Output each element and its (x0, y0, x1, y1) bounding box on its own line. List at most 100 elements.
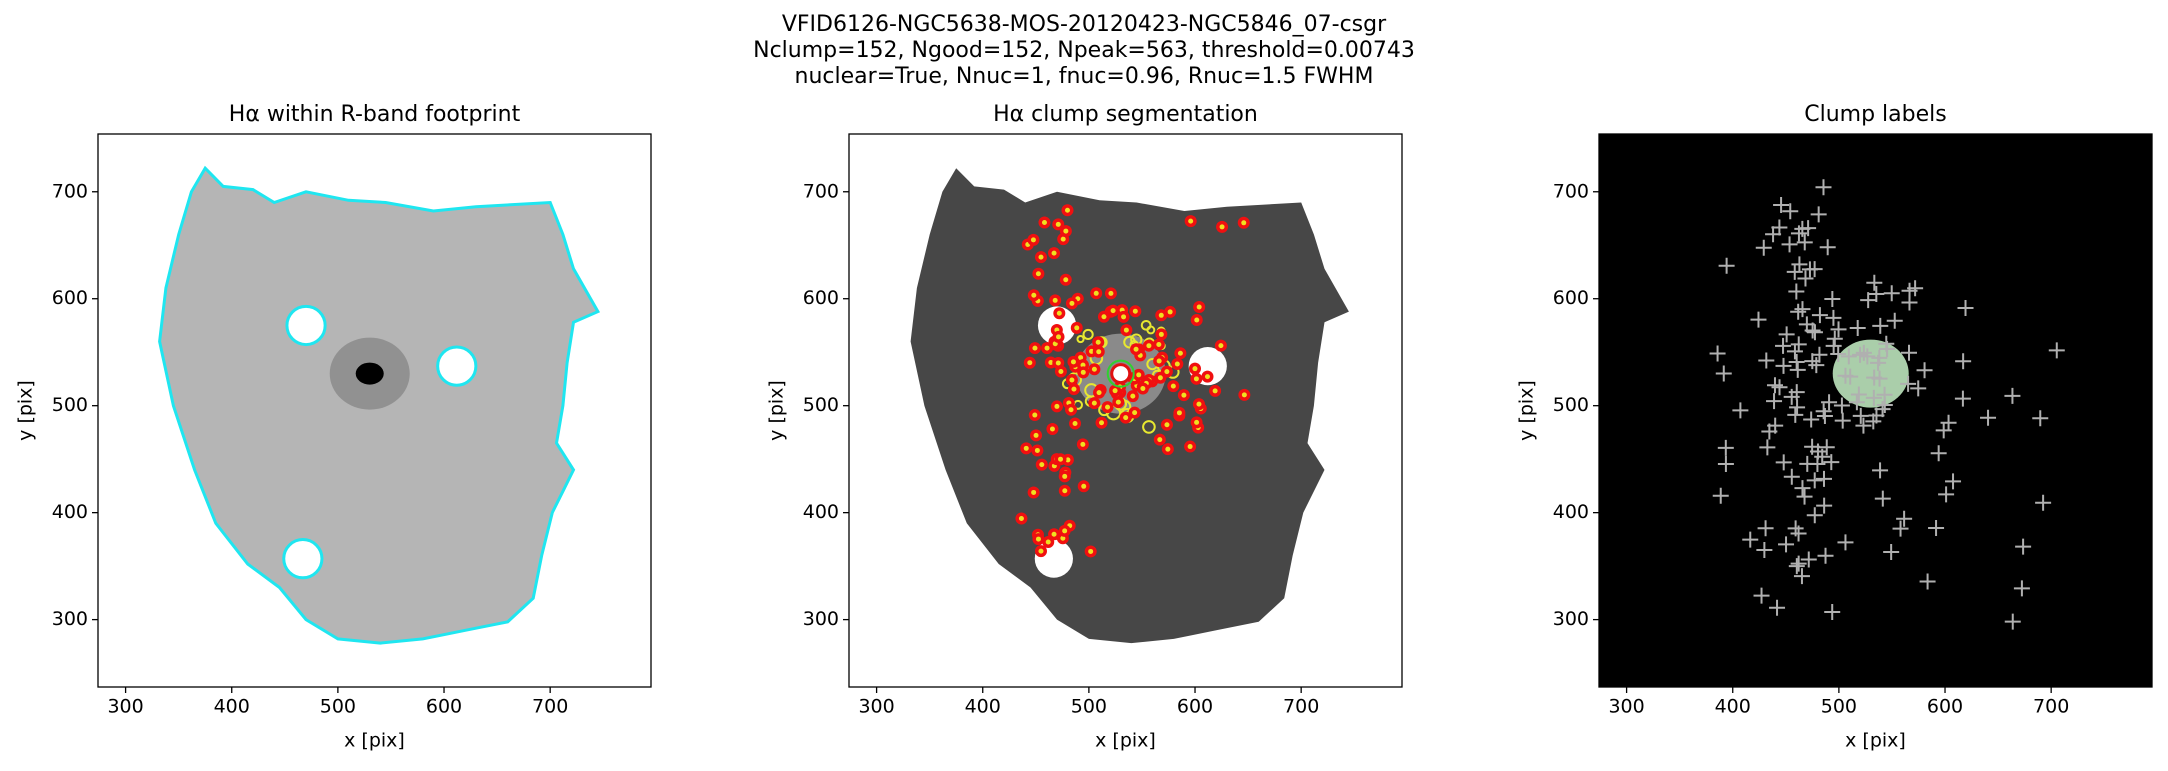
clump-peak (1038, 254, 1044, 260)
clump-marker (1788, 353, 1805, 370)
clump-peak (1095, 339, 1101, 345)
clump-marker (1872, 317, 1889, 334)
clump-marker (1852, 407, 1869, 424)
clump-peak (1108, 290, 1114, 296)
clump-marker (1821, 394, 1838, 411)
clump-marker (1809, 443, 1826, 460)
clump-marker (1816, 497, 1833, 514)
clump-peak (1033, 432, 1039, 438)
clump-marker (1789, 399, 1806, 416)
clump-peak (1146, 343, 1152, 349)
clump-peak (1196, 304, 1202, 310)
panel: 300 400 500 600 700 300 400 500 600 700 Clump labe… (1516, 102, 2153, 752)
clump-peak (1049, 426, 1055, 432)
clump-peak (1219, 224, 1225, 230)
clump-marker (1775, 337, 1792, 354)
clump-peak (1058, 369, 1064, 375)
clump-peak (1038, 548, 1044, 554)
clump-marker (1815, 179, 1832, 196)
chart-title: Hα clump segmentation (993, 102, 1258, 127)
clump-peak (1156, 358, 1162, 364)
clump-marker (1874, 401, 1891, 418)
image-area (910, 168, 1349, 644)
image-area (1599, 134, 2152, 687)
clump-peak (1164, 369, 1170, 375)
clump-marker (1865, 413, 1882, 430)
clump-marker (1800, 220, 1817, 237)
y-tick-label: 700 (52, 180, 88, 202)
clump-marker (1797, 270, 1814, 287)
clump-peak (1018, 515, 1024, 521)
clump-peak (1170, 383, 1176, 389)
contour (1123, 335, 1136, 349)
clump-marker (1709, 345, 1726, 362)
clump-peak (1080, 441, 1086, 447)
clump-marker (1773, 196, 1790, 213)
x-tick-label: 400 (965, 696, 1001, 718)
clump-marker (1759, 439, 1776, 456)
image-area (158, 165, 601, 645)
clump-peak (1140, 386, 1146, 392)
clump-peak (1069, 377, 1075, 383)
clump-peak (1080, 369, 1086, 375)
y-tick-label: 600 (803, 287, 839, 309)
clump-marker (1837, 367, 1854, 384)
clump-marker (1849, 319, 1866, 336)
clump-marker (1833, 397, 1850, 414)
y-tick-label: 600 (1553, 287, 1589, 309)
clump-peak (1032, 412, 1038, 418)
clump-marker (1806, 472, 1823, 489)
clump-peak (1035, 271, 1041, 277)
clump-peak (1174, 361, 1180, 367)
clump-peak (1123, 415, 1129, 421)
clump-marker (1756, 542, 1773, 559)
y-tick-label: 400 (52, 501, 88, 523)
clump-marker (1786, 343, 1803, 360)
clump-peak (1062, 473, 1068, 479)
y-tick-label: 400 (1553, 501, 1589, 523)
clump-peak (1056, 310, 1062, 316)
x-tick-label: 300 (1608, 696, 1644, 718)
x-tick-label: 500 (1071, 696, 1107, 718)
clump-peak (1132, 410, 1138, 416)
suptitle-line: VFID6126-NGC5638-MOS-20120423-NGC5846_07… (782, 12, 1387, 37)
clump-marker (1801, 261, 1818, 278)
clump-peak (1194, 317, 1200, 323)
clump-peak (1188, 218, 1194, 224)
clump-marker (1775, 357, 1792, 374)
suptitle-line: Nclump=152, Ngood=152, Npeak=563, thresh… (753, 38, 1415, 63)
clump-marker (1815, 403, 1832, 420)
clump-marker (1834, 412, 1851, 429)
clump-peak (1062, 528, 1068, 534)
clump-marker (1830, 321, 1847, 338)
clump-marker (1850, 386, 1867, 403)
clump-peak (1070, 359, 1076, 365)
clump-marker (1766, 393, 1783, 410)
clump-marker (1750, 311, 1767, 328)
clump-marker (1865, 389, 1882, 406)
clump-peak (1167, 309, 1173, 315)
clump-peak (1074, 325, 1080, 331)
panel: 300 400 500 600 700 300 400 500 600 700 Hα clump s… (766, 102, 1403, 752)
clump-marker (1874, 490, 1891, 507)
clump-marker (1900, 375, 1917, 392)
clump-peak (1157, 375, 1163, 381)
clump-marker (1788, 283, 1805, 300)
clump-marker (2035, 494, 2052, 511)
x-tick-label: 300 (858, 696, 894, 718)
clump-marker (1916, 362, 1933, 379)
x-tick-label: 300 (107, 696, 143, 718)
clump-marker (1790, 336, 1807, 353)
clump-marker (1919, 573, 1936, 590)
clump-marker (1901, 282, 1918, 299)
clump-marker (1712, 487, 1729, 504)
nuclear-ring (1106, 359, 1135, 388)
x-tick-label: 500 (1821, 696, 1857, 718)
clump-marker (1761, 423, 1778, 440)
axes-frame (1598, 133, 2153, 688)
clump-marker (2032, 410, 2049, 427)
y-tick-label: 300 (1553, 608, 1589, 630)
clump-peak (1035, 536, 1041, 542)
mask-hole (282, 538, 324, 580)
clump-marker (1855, 344, 1872, 361)
